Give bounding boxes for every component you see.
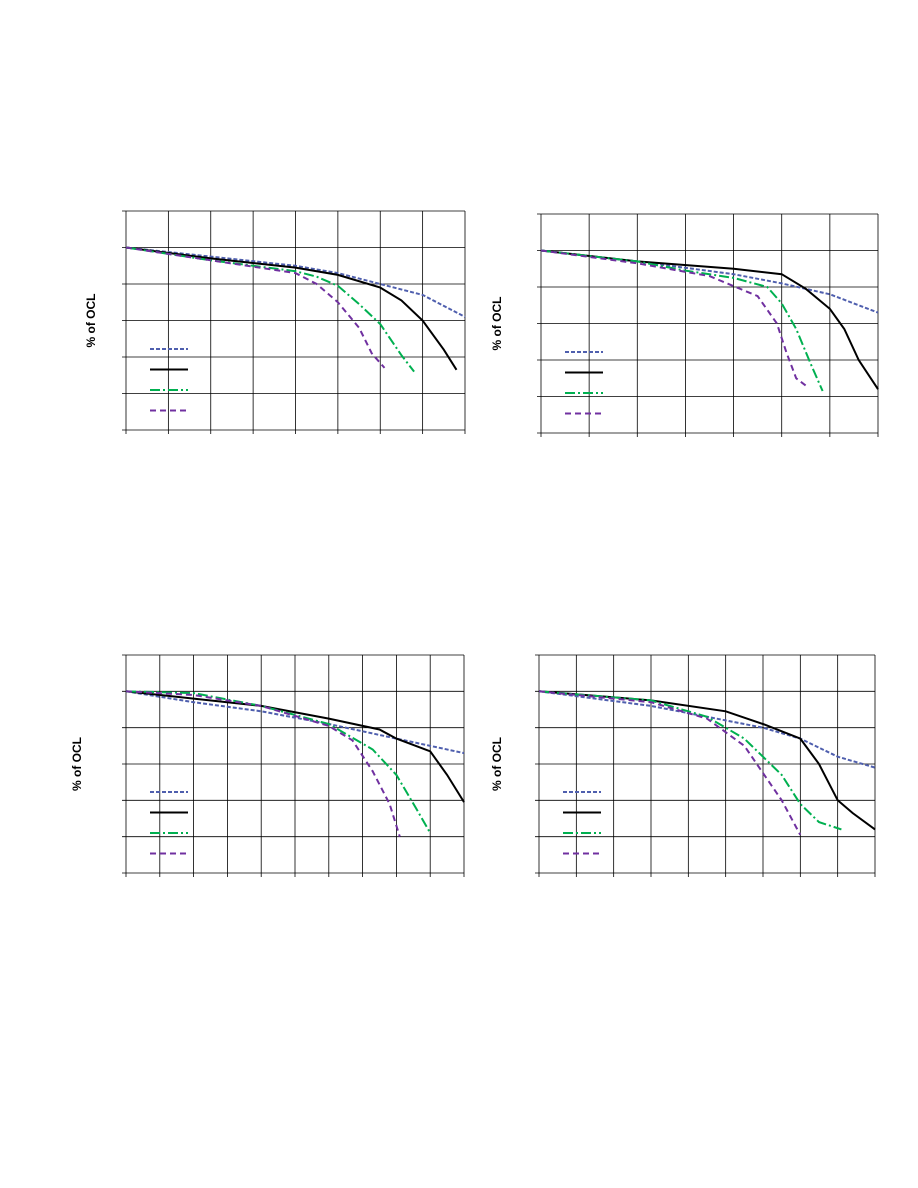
series-line	[125, 690, 465, 803]
y-axis-label: % of OCL	[84, 294, 98, 348]
series-line	[538, 690, 802, 836]
series-line	[125, 246, 386, 369]
series-line	[125, 246, 458, 371]
series-line	[125, 690, 465, 755]
y-axis-label: % of OCL	[490, 297, 504, 351]
series-line	[540, 249, 879, 390]
series-line	[125, 246, 466, 318]
series-line	[540, 249, 879, 314]
y-axis-label: % of OCL	[490, 737, 504, 791]
series-line	[125, 690, 401, 837]
series-line	[540, 249, 807, 387]
series-line	[538, 690, 876, 831]
series-line	[538, 690, 842, 831]
series-line	[540, 249, 824, 392]
y-axis-label: % of OCL	[70, 737, 84, 791]
series-line	[538, 690, 876, 769]
series-line	[125, 690, 432, 834]
